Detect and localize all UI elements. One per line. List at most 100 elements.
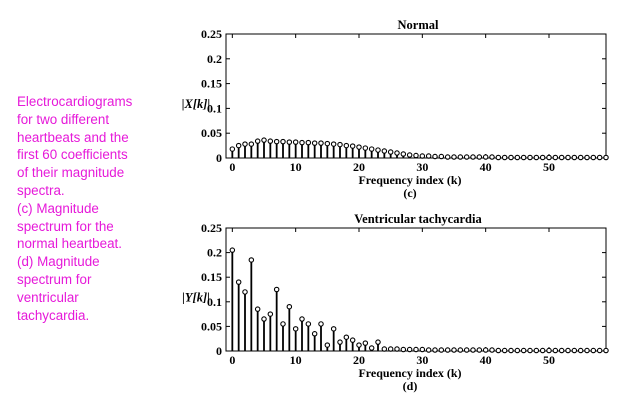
caption-line: for two different [17,111,110,127]
stem-marker [495,154,502,161]
stem-marker [451,347,457,353]
y-tick-label: 0.05 [201,319,222,333]
stem-marker [337,339,343,345]
stem-marker [330,326,337,332]
stem-marker [546,347,552,354]
caption-line: spectrum for [17,271,92,287]
stem-marker [349,143,356,149]
stem-marker [394,346,400,352]
stem-marker [596,347,603,354]
stem-marker [305,139,312,146]
x-tick-label: 50 [543,353,555,367]
stem-marker [546,154,552,161]
stem-marker [406,346,413,353]
stem-marker [235,279,242,285]
y-tick-label: 0.25 [201,221,222,235]
stem-marker [400,151,407,157]
stem-marker [299,316,305,322]
stem-marker [438,347,445,353]
stem-marker [242,141,248,147]
stem-marker [432,153,438,160]
stem-marker [470,154,476,160]
stem-marker [425,153,432,159]
stem-marker [590,347,597,354]
x-tick-label: 0 [229,353,235,367]
plot-panel-d: Ventricular tachycardia 0 0.05 0.1 0.15 0.2 0.… [182,212,609,393]
y-tick-label: 0.15 [201,270,222,284]
figure-caption: Electrocardiograms for two different heart… [17,93,167,324]
y-tick-label: 0.05 [201,126,222,140]
x-tick-label: 0 [229,160,235,174]
x-tick-label: 40 [480,160,492,174]
stem-marker [229,247,236,253]
stem-marker [470,347,476,353]
y-tick-label: 0 [216,344,222,358]
stem-marker [514,154,521,161]
y-tick-label: 0.25 [201,27,222,41]
stem-marker [590,154,597,161]
y-tick-label: 0.15 [201,77,222,91]
stem-marker [444,347,451,353]
x-tick-label: 10 [290,160,302,174]
stem-marker [463,154,470,160]
x-tick-label: 50 [543,160,555,174]
y-tick-label: 0.2 [207,246,222,260]
stem-marker [489,154,495,160]
stem-marker [387,149,394,155]
stem-marker [552,154,559,161]
stem-marker [571,347,578,354]
stem-marker [482,154,489,160]
stem-marker [356,342,362,348]
stem-marker [565,154,571,161]
stem-marker [299,139,305,146]
caption-line: Electrocardiograms [17,94,133,109]
stem-marker [394,150,400,156]
stem-marker [381,148,388,154]
caption-line: (d) Magnitude [17,254,100,270]
y-axis-label: |X[k]| [182,97,210,111]
stem-marker [267,311,274,317]
x-tick-label: 30 [416,353,428,367]
stem-marker [406,152,413,158]
stem-marker [343,334,350,340]
stem-marker [254,306,261,312]
stem-marker [552,347,559,354]
stem-marker [248,141,255,147]
stem-marker [318,140,324,146]
stem-marker [539,154,546,161]
stem-marker [311,331,318,337]
caption-line: ventricular [17,289,79,305]
stem-marker [413,152,419,159]
x-tick-label: 40 [480,353,492,367]
stem-marker [356,144,362,150]
stem-marker [533,347,540,354]
stem-marker [330,141,337,147]
stem-marker [324,342,331,348]
stem-marker [539,347,546,354]
x-tick-label: 20 [353,160,365,174]
stem-marker [463,347,470,353]
stem-marker [381,346,388,352]
stem-marker [444,154,451,160]
caption-line: normal heartbeat. [17,236,122,252]
stem-marker [324,140,331,147]
stem-marker [558,347,565,354]
stem-marker [318,321,324,327]
x-axis-label: Frequency index (k) [358,173,461,187]
stem-marker [558,154,565,161]
stem-marker [267,138,274,144]
stem-marker [425,347,432,353]
caption-line: heartbeats and the [17,129,129,145]
stem-marker [286,139,293,145]
y-tick-label: 0.1 [207,295,222,309]
stem-marker [577,154,584,161]
stem-marker [419,153,426,159]
caption-line: spectrum for the [17,218,114,234]
caption-line: of their magnitude [17,165,125,181]
stem-marker [375,147,381,153]
stem-marker [375,339,381,345]
stem-marker [400,346,407,353]
stem-marker [248,257,255,263]
stem-marker [292,326,299,332]
stem-marker [229,146,236,152]
